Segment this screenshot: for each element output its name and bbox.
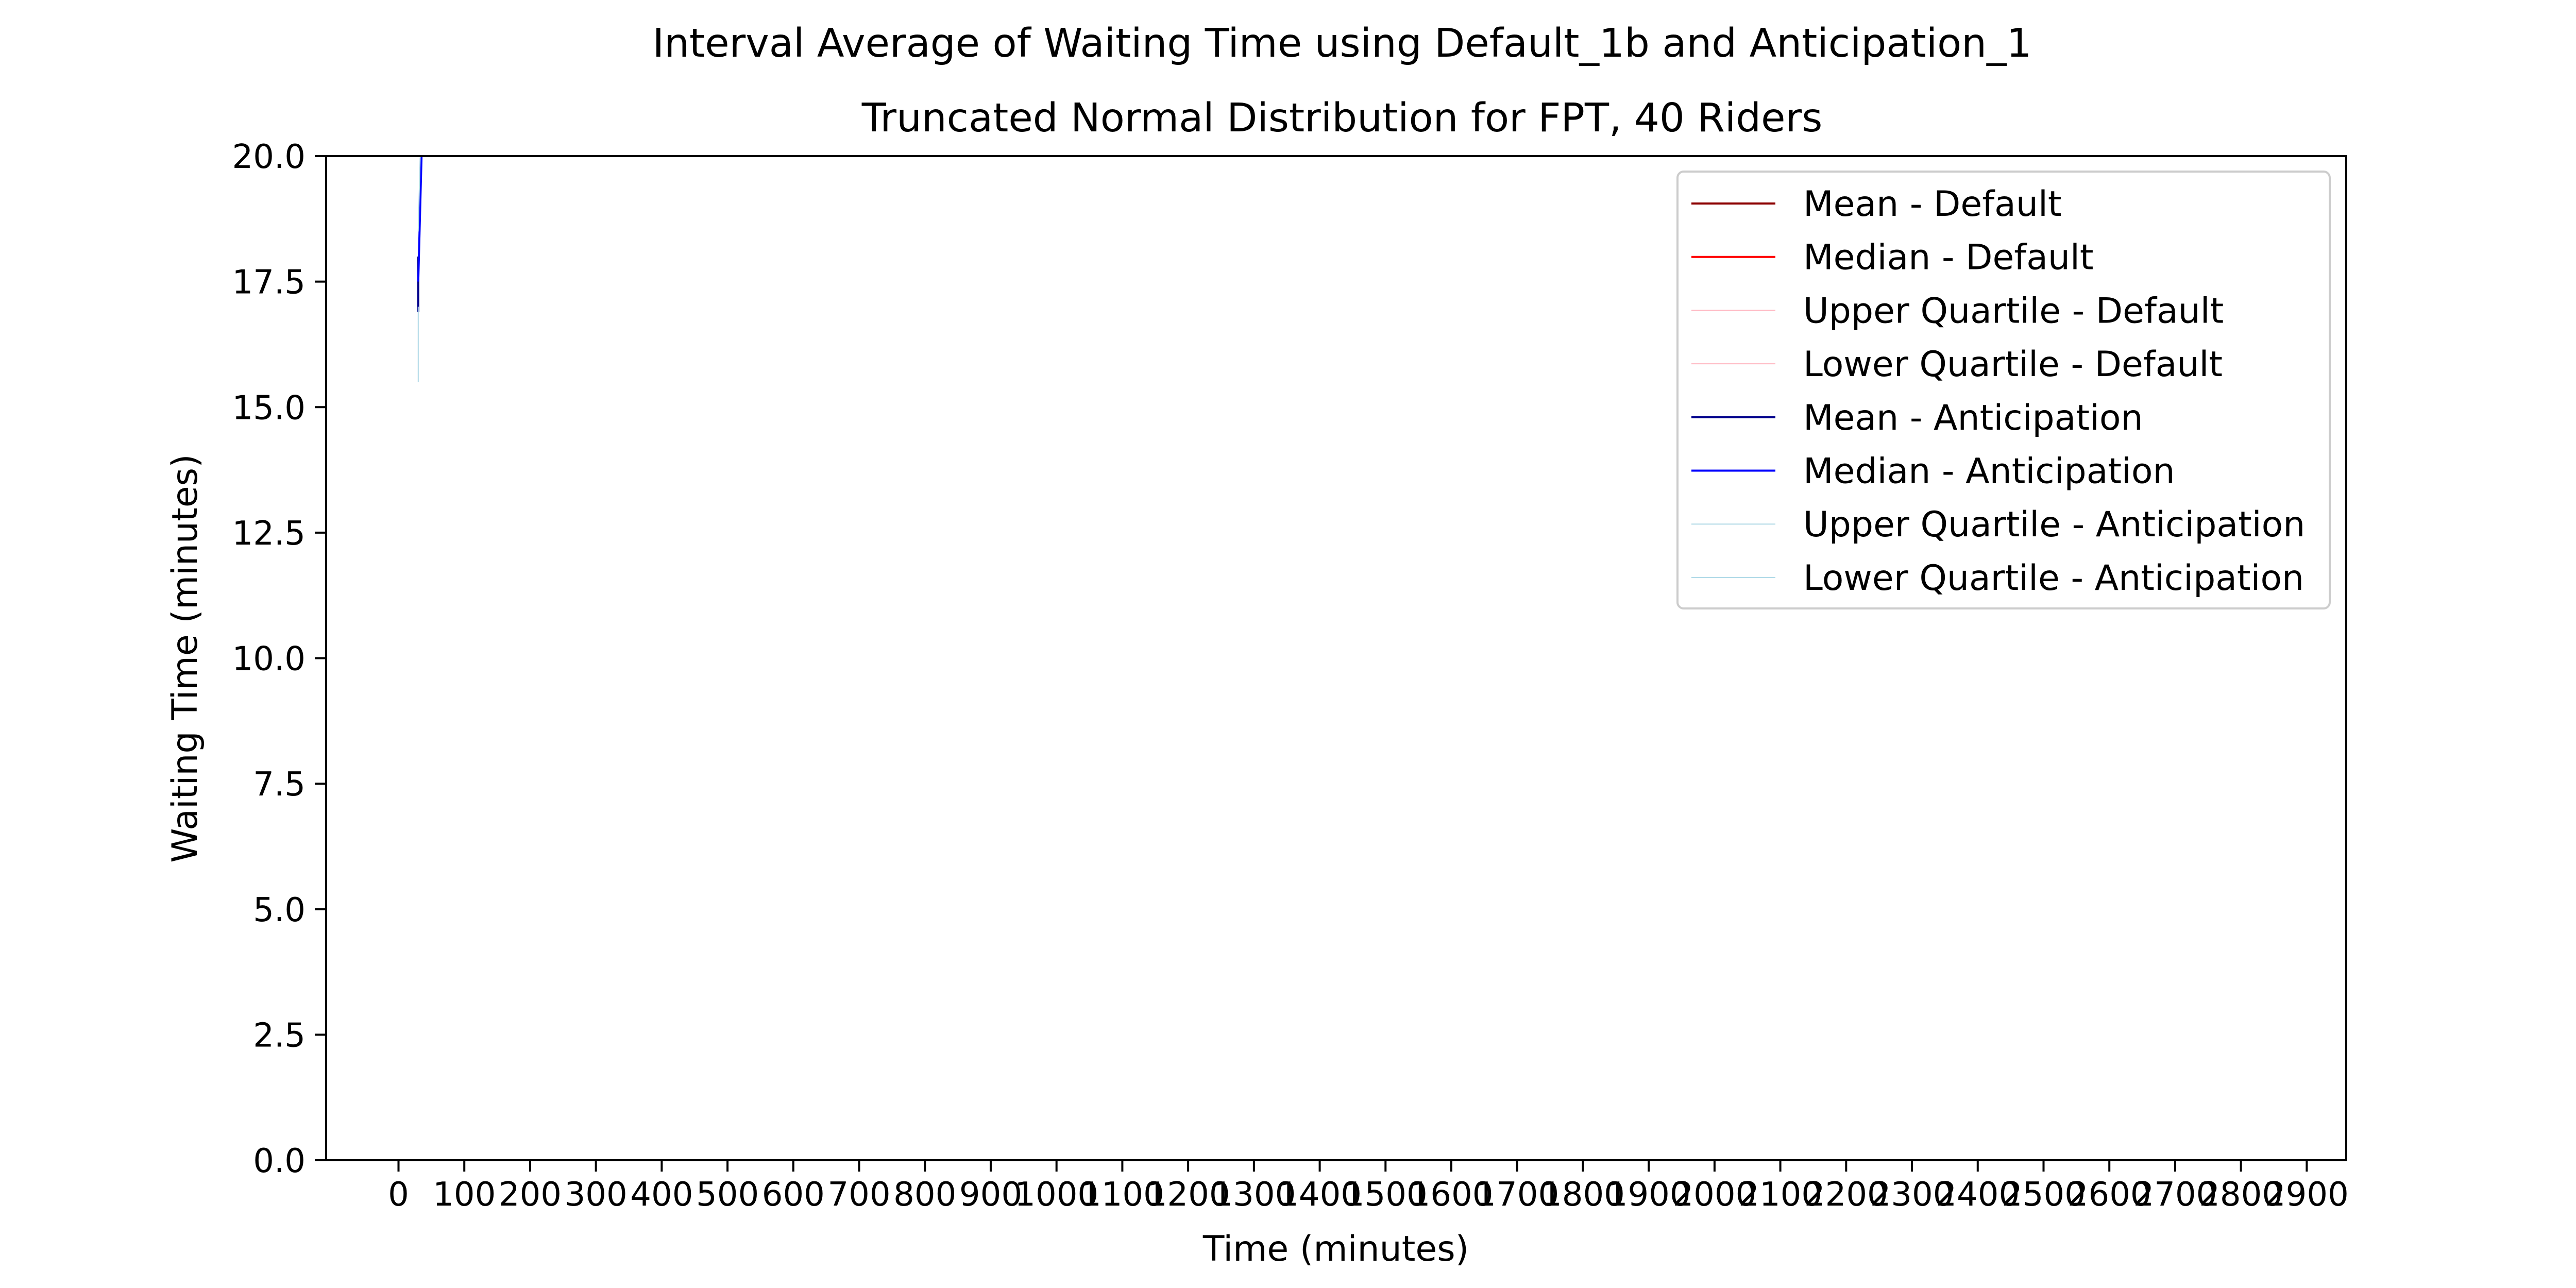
x-tick-label: 1600 bbox=[1410, 1176, 1494, 1214]
legend-entry: Median - Anticipation bbox=[1803, 451, 2175, 492]
series-line-5 bbox=[417, 156, 423, 282]
x-tick-label: 2100 bbox=[1738, 1176, 1822, 1214]
x-tick-label: 1500 bbox=[1344, 1176, 1428, 1214]
x-tick-label: 1200 bbox=[1146, 1176, 1230, 1214]
x-tick-label: 300 bbox=[565, 1176, 628, 1214]
legend-entry: Lower Quartile - Default bbox=[1803, 344, 2223, 385]
x-tick-label: 2600 bbox=[2067, 1176, 2151, 1214]
legend-frame bbox=[1676, 171, 2331, 609]
y-tick-label: 2.5 bbox=[253, 1016, 306, 1055]
x-tick-label: 700 bbox=[827, 1176, 890, 1214]
x-tick-label: 100 bbox=[433, 1176, 496, 1214]
x-tick-label: 0 bbox=[388, 1176, 409, 1214]
legend-entry: Upper Quartile - Anticipation bbox=[1803, 504, 2305, 545]
y-tick-label: 0.0 bbox=[253, 1142, 306, 1180]
legend: Mean - Default Median - Default Upper Quar… bbox=[1676, 171, 2331, 609]
x-tick-label: 400 bbox=[630, 1176, 693, 1214]
legend-entry: Upper Quartile - Default bbox=[1803, 291, 2224, 331]
y-tick-label: 10.0 bbox=[232, 640, 306, 679]
x-tick-label: 2800 bbox=[2199, 1176, 2283, 1214]
x-tick-label: 2000 bbox=[1672, 1176, 1756, 1214]
legend-entry: Median - Default bbox=[1803, 238, 2094, 278]
y-tick-label: 7.5 bbox=[253, 766, 306, 804]
series-line-6 bbox=[417, 156, 421, 232]
x-tick-label: 2900 bbox=[2265, 1176, 2349, 1214]
plot-lines bbox=[417, 156, 423, 382]
x-tick-label: 2200 bbox=[1804, 1176, 1888, 1214]
legend-entry: Mean - Anticipation bbox=[1803, 398, 2143, 438]
y-tick-label: 20.0 bbox=[232, 138, 306, 176]
x-tick-label: 2400 bbox=[1936, 1176, 2020, 1214]
chart-title: Interval Average of Waiting Time using D… bbox=[653, 21, 2032, 66]
x-tick-label: 2700 bbox=[2133, 1176, 2217, 1214]
x-tick-label: 2300 bbox=[1870, 1176, 1954, 1214]
x-tick-label: 800 bbox=[893, 1176, 956, 1214]
y-tick-label: 12.5 bbox=[232, 515, 306, 553]
x-tick-label: 500 bbox=[696, 1176, 759, 1214]
x-tick-label: 1300 bbox=[1212, 1176, 1296, 1214]
x-tick-label: 1900 bbox=[1607, 1176, 1691, 1214]
x-tick-label: 1100 bbox=[1080, 1176, 1164, 1214]
y-tick-label: 17.5 bbox=[232, 264, 306, 302]
y-tick-label: 5.0 bbox=[253, 891, 306, 929]
y-axis-ticks: 0.0 2.5 5.0 7.5 10.0 12.5 15.0 17.5 20.0 bbox=[232, 138, 326, 1180]
x-tick-label: 1400 bbox=[1278, 1176, 1362, 1214]
y-tick-label: 15.0 bbox=[232, 389, 306, 427]
x-tick-label: 1000 bbox=[1014, 1176, 1098, 1214]
x-tick-label: 900 bbox=[959, 1176, 1022, 1214]
x-axis-label: Time (minutes) bbox=[1202, 1229, 1469, 1269]
legend-entry: Lower Quartile - Anticipation bbox=[1803, 558, 2304, 599]
chart-subtitle: Truncated Normal Distribution for FPT, 4… bbox=[861, 95, 1823, 141]
y-axis-label: Waiting Time (minutes) bbox=[165, 454, 206, 862]
x-tick-label: 200 bbox=[499, 1176, 562, 1214]
legend-entry: Mean - Default bbox=[1803, 184, 2062, 225]
x-tick-label: 600 bbox=[762, 1176, 825, 1214]
x-tick-label: 2500 bbox=[2002, 1176, 2086, 1214]
x-tick-label: 1800 bbox=[1541, 1176, 1625, 1214]
x-axis-ticks: 0 100 200 300 400 500 600 700 800 900100011001200… bbox=[388, 1160, 2349, 1214]
x-tick-label: 1700 bbox=[1475, 1176, 1559, 1214]
